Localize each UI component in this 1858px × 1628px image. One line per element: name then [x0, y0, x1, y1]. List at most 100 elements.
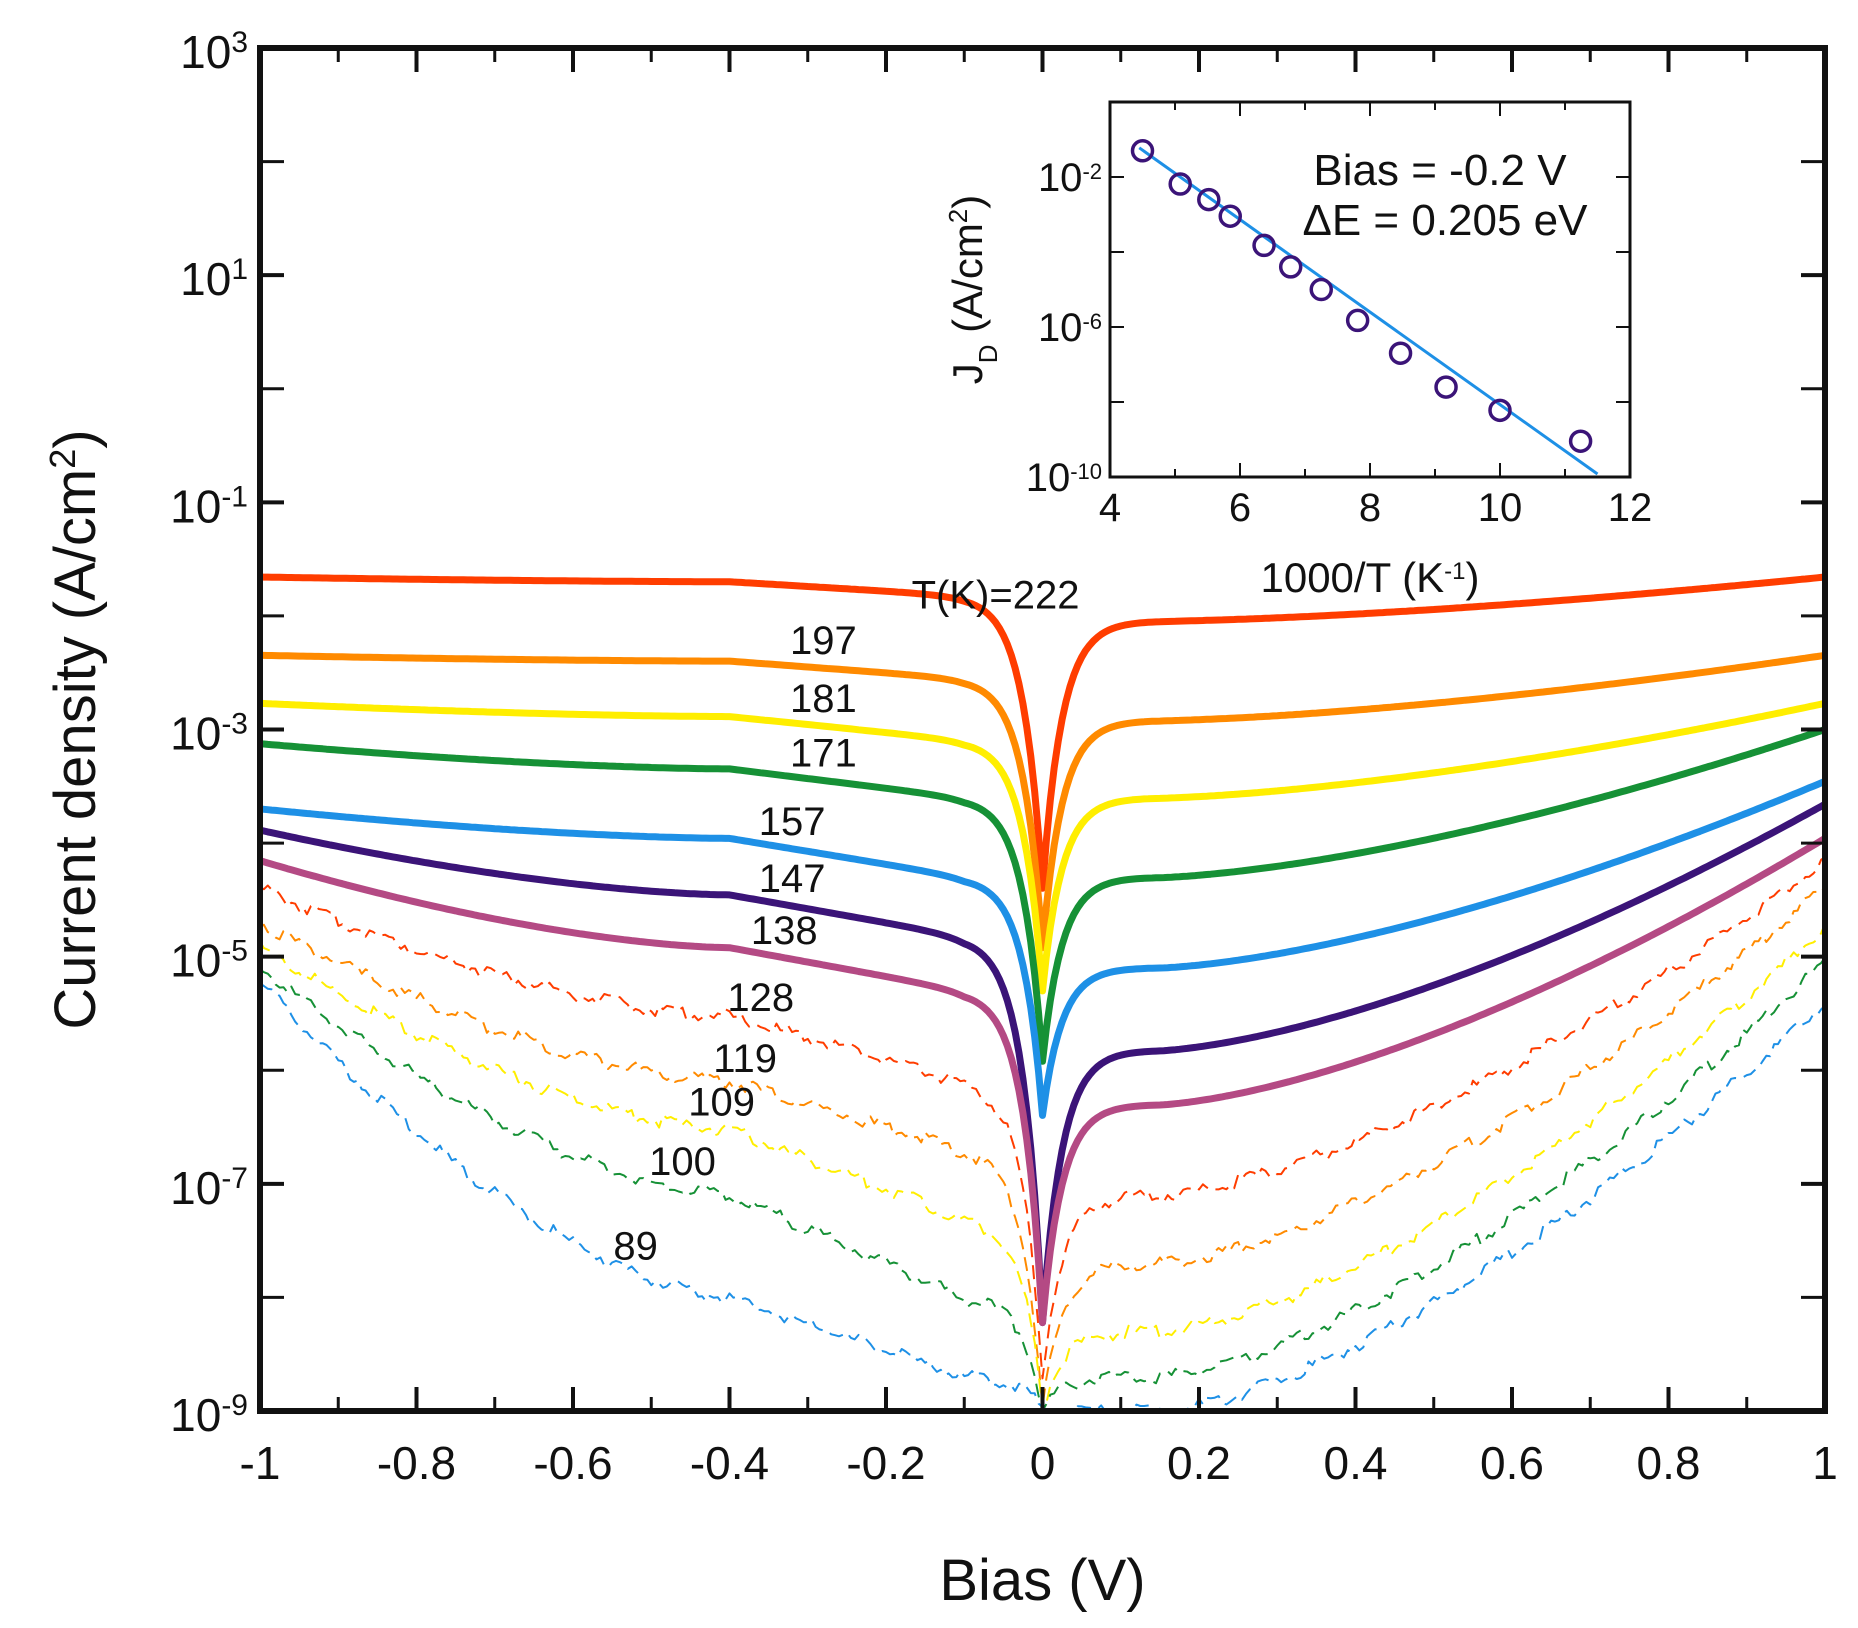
y-tick-base: 10 — [170, 1162, 221, 1214]
inset-x-tick-label: 8 — [1359, 486, 1381, 530]
inset-data-point — [1488, 398, 1512, 423]
x-tick-label: 1 — [1812, 1437, 1838, 1489]
x-tick-label: 0.6 — [1480, 1437, 1544, 1489]
inset-y-title-main: J — [944, 363, 991, 384]
x-tick-label: 0.2 — [1167, 1437, 1231, 1489]
x-tick-label: 0.8 — [1637, 1437, 1701, 1489]
x-tick-label: -1 — [240, 1437, 281, 1489]
inset-annotation-bias: Bias = -0.2 V — [1313, 146, 1567, 195]
inset-points — [1130, 139, 1593, 453]
inset-data-point — [1388, 341, 1413, 365]
y-tick-exp: -5 — [221, 934, 248, 967]
inset-data-point — [1168, 172, 1192, 196]
inset-y-title-rest: (A/cm — [944, 223, 991, 344]
inset-y-title-close: ) — [944, 195, 991, 209]
inset-y-tick-exp: -10 — [1070, 459, 1102, 484]
curve-label: 197 — [790, 619, 857, 663]
inset-x-tick-label: 10 — [1478, 486, 1523, 530]
y-tick-exp: -7 — [221, 1161, 248, 1194]
inset-y-tick-base: 10 — [1038, 156, 1083, 200]
inset-x-title-main: 1000/T (K — [1260, 554, 1444, 601]
curve-label: 147 — [759, 857, 826, 901]
inset-annotation-energy: ΔE = 0.205 eV — [1302, 196, 1588, 245]
y-tick-base: 10 — [170, 935, 221, 987]
y-tick-base: 10 — [180, 253, 231, 305]
inset-y-tick-label: 10-6 — [1038, 306, 1102, 350]
y-tick-label: 10-5 — [170, 934, 248, 987]
inset-y-tick-label: 10-10 — [1026, 456, 1102, 500]
y-axis-title: Current density (A/cm2) — [42, 429, 109, 1029]
series-line-222-K — [259, 573, 1826, 892]
series-line-181-K — [259, 699, 1826, 995]
curve-label: 100 — [649, 1140, 716, 1184]
y-tick-base: 10 — [180, 26, 231, 78]
inset-fit-line-path — [1138, 146, 1599, 476]
curve-label: 171 — [790, 731, 857, 775]
inset-y-title-sup: 2 — [943, 209, 973, 223]
inset-y-title-sub: D — [973, 345, 1003, 364]
y-tick-base: 10 — [170, 708, 221, 760]
curve-label: 128 — [727, 976, 794, 1020]
inset-data-point — [1252, 233, 1276, 258]
inset-x-tick-label: 6 — [1229, 486, 1251, 530]
y-axis-title-close: ) — [43, 429, 108, 448]
curve-label: 89 — [613, 1224, 658, 1268]
y-tick-label: 10-7 — [170, 1161, 248, 1214]
inset-data-point — [1309, 277, 1333, 302]
inset-x-title-sup: -1 — [1444, 558, 1465, 585]
y-tick-label: 10-3 — [170, 707, 248, 760]
y-tick-exp: -3 — [221, 707, 248, 740]
curve-label: 109 — [688, 1080, 755, 1124]
inset-data-point — [1197, 187, 1221, 212]
y-tick-exp: 1 — [231, 253, 248, 286]
series-line-138-K — [259, 835, 1827, 1327]
curve-label: T(K)=222 — [912, 573, 1080, 617]
y-tick-exp: -1 — [221, 480, 248, 513]
y-tick-label: 101 — [180, 253, 248, 306]
inset-fit-line — [1138, 146, 1599, 476]
y-tick-base: 10 — [170, 1389, 221, 1441]
inset-x-axis-title: 1000/T (K-1) — [1260, 554, 1479, 601]
series-line-109-K — [259, 923, 1826, 1412]
inset-x-tick-label: 4 — [1099, 486, 1121, 530]
series-line-157-K — [259, 778, 1827, 1119]
inset-y-tick-exp: -6 — [1082, 309, 1102, 334]
y-tick-exp: 3 — [231, 26, 248, 59]
x-tick-label: -0.2 — [846, 1437, 925, 1489]
curve-label: 157 — [759, 800, 826, 844]
inset-y-tick-label: 10-2 — [1038, 156, 1102, 200]
inset-y-tick-base: 10 — [1026, 456, 1071, 500]
y-tick-label: 103 — [180, 26, 248, 79]
curve-label: 181 — [790, 677, 857, 721]
series-line-197-K — [259, 651, 1826, 952]
series-line-119-K — [259, 886, 1826, 1408]
main-axes: -1 -0.8 -0.6 -0.4 -0.2 0 0.2 0.4 0.6 0.8 110-910-7… — [170, 26, 1838, 1490]
inset-x-tick-label: 12 — [1608, 486, 1653, 530]
inset-data-point — [1278, 255, 1303, 279]
inset-y-tick-base: 10 — [1038, 306, 1083, 350]
x-tick-label: -0.4 — [690, 1437, 769, 1489]
inset-data-point — [1130, 139, 1155, 163]
inset-background — [1100, 92, 1640, 487]
series-line-128-K — [259, 856, 1826, 1380]
main-series-group — [259, 573, 1827, 1412]
inset-data-point — [1568, 429, 1593, 453]
curve-label: 138 — [751, 909, 818, 953]
y-tick-base: 10 — [170, 480, 221, 532]
y-axis-title-sup: 2 — [42, 449, 83, 469]
y-tick-exp: -9 — [221, 1389, 248, 1422]
x-tick-label: -0.6 — [533, 1437, 612, 1489]
x-tick-label: -0.8 — [377, 1437, 456, 1489]
y-axis-title-main: Current density (A/cm — [43, 469, 108, 1030]
curve-label: 119 — [713, 1037, 777, 1081]
inset-y-axis-title: JD (A/cm2) — [943, 195, 1003, 385]
series-line-171-K — [259, 726, 1827, 1065]
x-axis-title: Bias (V) — [939, 1548, 1145, 1613]
inset-data-point — [1345, 308, 1370, 333]
inset-data-point — [1434, 375, 1458, 399]
inset-y-tick-exp: -2 — [1082, 159, 1102, 184]
